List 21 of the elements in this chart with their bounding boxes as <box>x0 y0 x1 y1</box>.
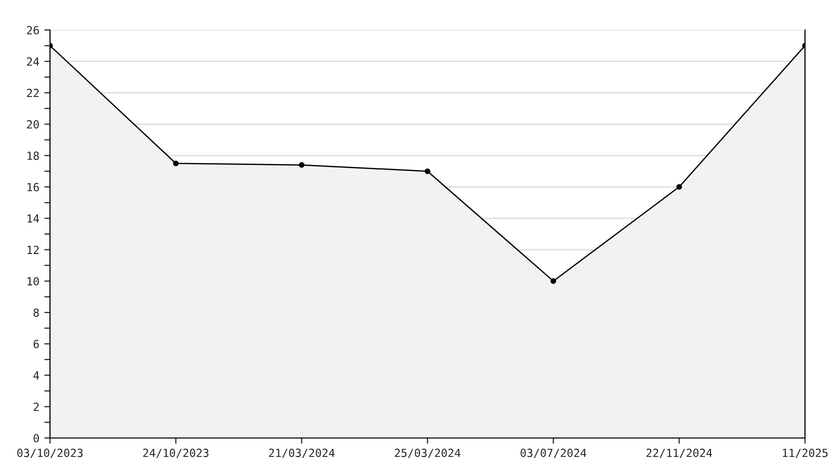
y-tick-label: 18 <box>28 152 39 160</box>
y-tick-label: 12 <box>28 246 39 254</box>
y-tick-label: 2 <box>34 402 39 411</box>
y-tick-label: 6 <box>34 340 39 348</box>
y-tick-label: 16 <box>28 182 39 192</box>
y-tick-label: 26 <box>27 26 39 34</box>
x-tick-label: 11/2025 <box>782 448 828 458</box>
y-tick-label: 24 <box>27 57 40 66</box>
x-tick-label: 03/10/2023 <box>17 448 83 458</box>
x-tick-label: 25/03/2024 <box>394 448 460 458</box>
y-tick-label: 4 <box>33 371 40 380</box>
y-tick-label: 14 <box>28 214 40 223</box>
x-tick-label: 03/07/2024 <box>520 448 586 458</box>
y-tick-label: 22 <box>27 88 39 98</box>
y-tick-label: 8 <box>34 308 39 317</box>
x-tick-label: 21/03/2024 <box>269 448 335 458</box>
y-tick-label: 10 <box>28 277 39 286</box>
y-tick-label: 0 <box>34 434 39 442</box>
x-tick-label: 22/11/2024 <box>646 448 712 458</box>
x-tick-label: 24/10/2023 <box>143 448 208 458</box>
y-tick-label: 20 <box>27 120 39 129</box>
